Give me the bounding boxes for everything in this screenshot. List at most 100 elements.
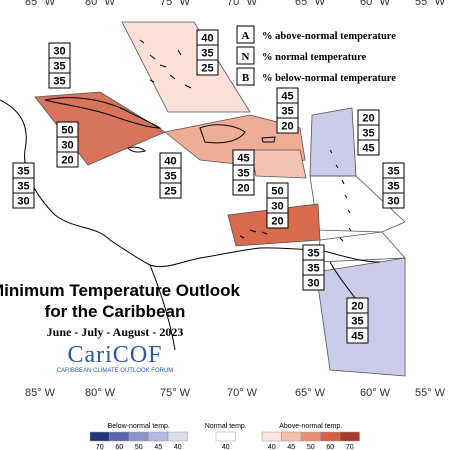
colorbar-swatch — [148, 431, 169, 442]
prob-value: 30 — [53, 46, 65, 58]
longitude-bottom: 80° W — [85, 387, 116, 399]
longitude-bottom: 60° W — [360, 387, 391, 399]
colorbar-swatch — [339, 431, 360, 442]
colorbar-swatch — [215, 431, 236, 442]
puerto-rico — [261, 136, 276, 143]
prob-cell — [302, 274, 325, 291]
prob-cell — [232, 179, 255, 196]
prob-cell — [266, 212, 289, 229]
bahamas — [139, 39, 192, 89]
longitude-top: 65° W — [295, 0, 326, 8]
prob-value: 35 — [17, 166, 29, 178]
longitude-top: 80° W — [85, 0, 116, 8]
colorbar-swatch — [320, 431, 341, 442]
prob-cell — [56, 151, 79, 168]
region — [249, 149, 307, 179]
longitude-bottom: 65° W — [295, 387, 326, 399]
prob-value: 20 — [281, 121, 293, 133]
prob-cell — [196, 59, 219, 76]
prob-value: 20 — [271, 216, 283, 228]
legend-key-box — [236, 46, 255, 65]
cuba — [44, 97, 162, 129]
legend-key: A — [242, 30, 250, 42]
colorbar-tick: 70 — [96, 444, 104, 450]
prob-cell — [159, 182, 182, 199]
prob-value: 45 — [281, 91, 293, 103]
prob-value: 35 — [387, 181, 399, 193]
prob-value: 45 — [362, 143, 374, 155]
longitude-bottom: 70° W — [227, 387, 258, 399]
period: June - July - August - 2023 — [47, 325, 184, 339]
prob-value: 30 — [17, 196, 29, 208]
colorbar-swatch — [128, 431, 149, 442]
prob-value: 40 — [201, 33, 213, 45]
colorbar-tick: 50 — [135, 444, 143, 450]
prob-value: 20 — [61, 155, 73, 167]
logo-tagline: CARIBBEAN CLIMATE OUTLOOK FORUM — [57, 368, 174, 374]
legend-text: % normal temperature — [262, 52, 367, 63]
colorbar-label: Above-normal temp. — [279, 423, 342, 430]
prob-value: 35 — [17, 181, 29, 193]
subtitle: for the Caribbean — [45, 302, 186, 321]
prob-value: 45 — [351, 331, 363, 343]
prob-value: 35 — [362, 128, 374, 140]
hispaniola — [199, 124, 246, 144]
colorbar-tick: 40 — [222, 444, 230, 450]
colorbar-swatch — [109, 431, 130, 442]
longitude-labels: 85° W 85° W 80° W 80° W 75° W 75° W 70° W 70° W… — [25, 0, 446, 399]
prob-value: 25 — [201, 63, 213, 75]
colorbar-swatch — [300, 431, 321, 442]
prob-value: 40 — [164, 156, 176, 168]
prob-value: 20 — [351, 301, 363, 313]
lesser-antilles — [329, 149, 352, 242]
prob-cell — [346, 327, 369, 344]
prob-value: 35 — [307, 263, 319, 275]
longitude-top: 70° W — [227, 0, 258, 8]
colorbar-tick: 50 — [307, 444, 315, 450]
prob-value: 35 — [351, 316, 363, 328]
colorbar-tick: 70 — [346, 444, 354, 450]
longitude-top: 55° W — [415, 0, 446, 8]
prob-value: 25 — [164, 186, 176, 198]
legend-key: B — [242, 72, 250, 84]
prob-cell — [357, 139, 380, 156]
prob-value: 20 — [362, 113, 374, 125]
colorbar-tick: 45 — [154, 444, 162, 450]
prob-cell — [48, 72, 71, 89]
jamaica — [127, 146, 146, 153]
prob-value: 50 — [61, 125, 73, 137]
colorbar-swatch — [281, 431, 302, 442]
colorbar-swatch — [167, 431, 188, 442]
colorbar-tick: 40 — [174, 444, 182, 450]
prob-cell — [382, 192, 405, 209]
legend-key: N — [242, 51, 250, 63]
longitude-top: 85° W — [25, 0, 56, 8]
region — [309, 107, 357, 177]
colorbar-label: Normal temp. — [205, 423, 247, 430]
prob-value: 30 — [387, 196, 399, 208]
logo-name: CariCOF — [67, 342, 162, 368]
prob-value: 30 — [307, 278, 319, 290]
probability-boxes: 40 35 25 30 35 35 50 30 20 45 35 20 40 35 25 45 35 20 20 35… — [12, 29, 405, 344]
colorbar-tick: 45 — [287, 444, 295, 450]
prob-value: 35 — [281, 106, 293, 118]
abc-islands — [239, 229, 268, 239]
colorbar-swatch — [89, 431, 110, 442]
prob-cell — [12, 192, 35, 209]
legend-text: % below-normal temperature — [262, 73, 396, 84]
prob-value: 45 — [237, 153, 249, 165]
prob-value: 35 — [164, 171, 176, 183]
longitude-top: 75° W — [160, 0, 191, 8]
legend-key-box — [236, 25, 255, 44]
legend-text: % above-normal temperature — [262, 31, 396, 42]
colorbar-tick: 40 — [268, 444, 276, 450]
longitude-bottom: 55° W — [415, 387, 446, 399]
prob-value: 30 — [61, 140, 73, 152]
prob-value: 35 — [307, 248, 319, 260]
legend: A % above-normal temperature N % normal tem… — [236, 25, 396, 86]
prob-value: 35 — [201, 48, 213, 60]
prob-cell — [276, 117, 299, 134]
region — [121, 21, 251, 113]
colorbar-swatch — [261, 431, 282, 442]
